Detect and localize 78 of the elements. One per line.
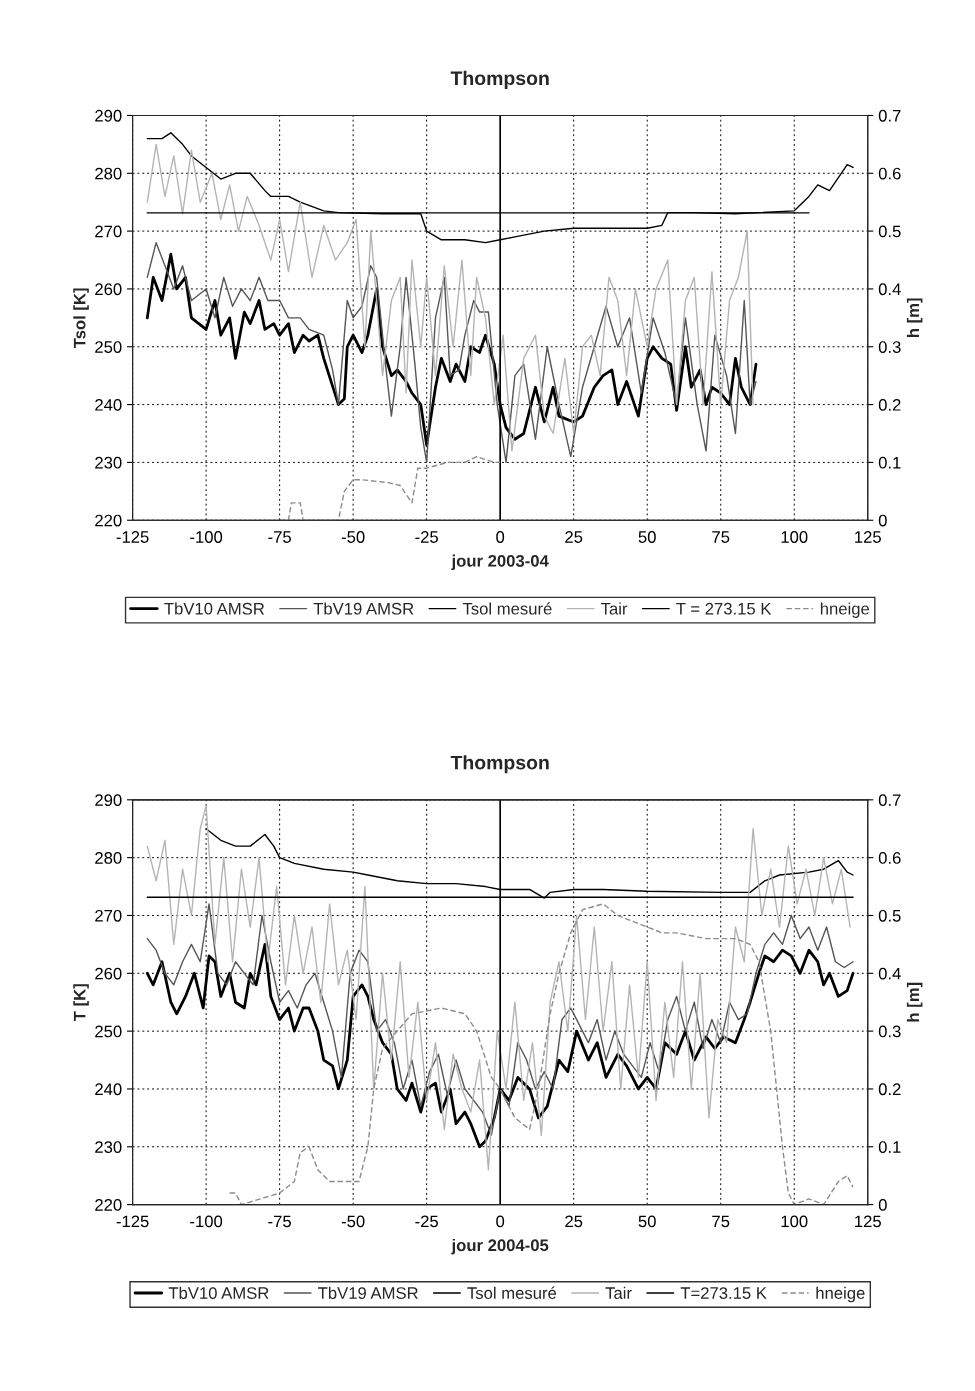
legend-label: TbV10 AMSR bbox=[164, 602, 265, 615]
y2-axis-title: h [m] bbox=[906, 982, 923, 1022]
legend-label: Tsol mesuré bbox=[467, 1286, 557, 1299]
y2-tick-label: 0.5 bbox=[878, 225, 901, 238]
y-tick-label: 270 bbox=[95, 225, 122, 238]
x-tick-label: -25 bbox=[415, 531, 439, 543]
x-tick-label: -75 bbox=[268, 531, 291, 543]
x-tick-label: 100 bbox=[781, 1215, 808, 1228]
x-tick-label: -50 bbox=[341, 1215, 365, 1228]
x-tick-label: 125 bbox=[855, 1215, 881, 1228]
y2-tick-label: 0 bbox=[878, 1199, 887, 1211]
legend-label: Tsol mesuré bbox=[462, 602, 552, 615]
x-tick-label: -50 bbox=[341, 531, 365, 543]
y2-tick-label: 0.3 bbox=[878, 341, 901, 353]
x-axis-title: jour 2004-05 bbox=[451, 1238, 549, 1255]
y-tick-label: 260 bbox=[95, 967, 122, 980]
x-tick-label: -125 bbox=[116, 531, 149, 543]
y2-tick-label: 0.6 bbox=[878, 852, 901, 864]
x-tick-label: 25 bbox=[565, 1215, 583, 1228]
x-tick-label: -100 bbox=[190, 1215, 223, 1228]
y-tick-label: 280 bbox=[95, 167, 122, 180]
y-tick-label: 290 bbox=[95, 109, 122, 122]
y2-axis-title: h [m] bbox=[906, 298, 923, 338]
x-tick-label: 100 bbox=[781, 531, 808, 543]
y2-tick-label: 0.4 bbox=[878, 967, 901, 980]
x-tick-label: 25 bbox=[565, 531, 583, 543]
legend-label: TbV19 AMSR bbox=[313, 602, 414, 615]
y2-tick-label: 0.2 bbox=[878, 1083, 901, 1096]
x-tick-label: -100 bbox=[190, 531, 223, 543]
y-tick-label: 290 bbox=[95, 794, 122, 807]
legend-label: T = 273.15 K bbox=[676, 602, 772, 615]
legend-label: Tair bbox=[601, 602, 628, 615]
y2-tick-label: 0.1 bbox=[878, 1141, 901, 1153]
y2-tick-label: 0 bbox=[878, 514, 887, 527]
y2-tick-label: 0.6 bbox=[878, 167, 901, 180]
y2-tick-label: 0.3 bbox=[878, 1025, 901, 1038]
x-tick-label: 50 bbox=[638, 1215, 656, 1228]
y-tick-label: 230 bbox=[95, 456, 122, 469]
y-axis-title: Tsol [K] bbox=[73, 288, 89, 349]
y-tick-label: 260 bbox=[95, 283, 122, 296]
y-tick-label: 270 bbox=[95, 909, 122, 922]
x-tick-label: -125 bbox=[116, 1215, 149, 1228]
x-tick-label: 75 bbox=[712, 1215, 730, 1228]
y2-tick-label: 0.1 bbox=[878, 456, 901, 469]
y2-tick-label: 0.5 bbox=[878, 909, 901, 922]
y2-tick-label: 0.2 bbox=[878, 398, 901, 411]
y-tick-label: 250 bbox=[95, 1025, 122, 1038]
line-series bbox=[228, 903, 854, 1205]
line-series bbox=[146, 143, 754, 452]
x-tick-label: 0 bbox=[496, 531, 505, 543]
y2-tick-label: 0.4 bbox=[878, 283, 901, 296]
x-tick-label: 75 bbox=[712, 531, 730, 543]
y-tick-label: 220 bbox=[95, 1199, 122, 1211]
legend-label: hneige bbox=[820, 602, 870, 618]
legend-label: T=273.15 K bbox=[680, 1287, 767, 1299]
legend-label: hneige bbox=[816, 1286, 865, 1303]
line-series bbox=[146, 804, 851, 1171]
x-tick-label: -75 bbox=[268, 1215, 291, 1228]
legend-label: TbV19 AMSR bbox=[318, 1286, 418, 1299]
y-tick-label: 240 bbox=[95, 1083, 122, 1096]
y-tick-label: 280 bbox=[95, 852, 122, 864]
legend-label: TbV10 AMSR bbox=[168, 1286, 269, 1299]
y-tick-label: 220 bbox=[95, 514, 122, 527]
x-tick-label: 0 bbox=[496, 1215, 505, 1228]
y2-tick-label: 0.7 bbox=[878, 109, 901, 122]
x-axis-title: jour 2003-04 bbox=[451, 554, 549, 571]
line-series bbox=[146, 903, 854, 1136]
y-axis-title: T [K] bbox=[73, 984, 89, 1021]
x-tick-label: -25 bbox=[415, 1215, 439, 1228]
chart-title: Thompson bbox=[450, 755, 549, 774]
x-tick-label: 125 bbox=[855, 531, 881, 543]
y-tick-label: 250 bbox=[95, 341, 122, 353]
y-tick-label: 240 bbox=[95, 398, 122, 411]
y2-tick-label: 0.7 bbox=[878, 794, 901, 807]
y-tick-label: 230 bbox=[95, 1141, 122, 1153]
x-tick-label: 50 bbox=[638, 531, 656, 543]
legend-label: Tair bbox=[605, 1286, 632, 1299]
chart-title: Thompson bbox=[450, 70, 549, 89]
